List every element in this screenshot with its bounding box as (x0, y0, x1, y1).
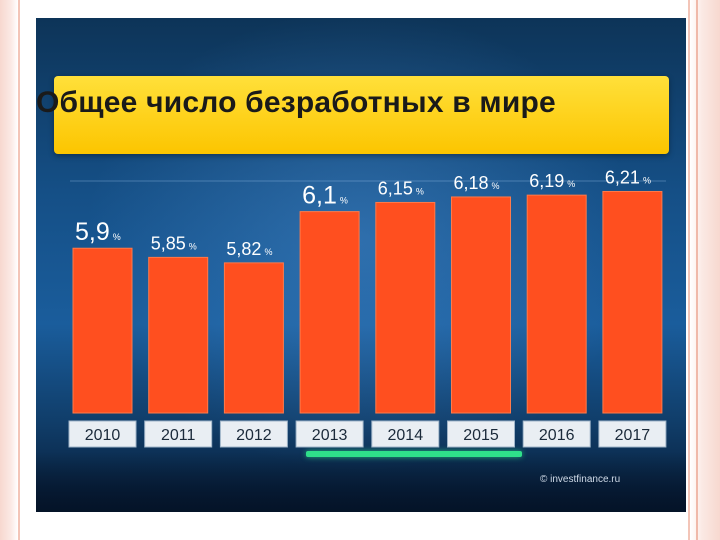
x-tick-box-2010 (68, 420, 137, 448)
data-label: 6,18 (454, 173, 489, 193)
x-tick-label: 2011 (161, 427, 196, 444)
x-tick-box-2014 (371, 420, 440, 448)
bar-2011 (148, 256, 209, 414)
x-tick-label: 2016 (539, 427, 575, 444)
data-label-unit: % (643, 175, 651, 185)
data-label-unit: % (189, 241, 197, 251)
data-label-unit: % (264, 247, 272, 257)
chart-title: Общее число безработных в мире (36, 86, 556, 119)
bar-2014 (375, 201, 436, 414)
bar-2016 (526, 194, 587, 414)
x-tick-label: 2014 (388, 427, 424, 444)
data-label-unit: % (340, 196, 348, 206)
watermark: © investfinance.ru (540, 474, 621, 485)
title-banner (54, 76, 669, 154)
bar-2013 (299, 211, 360, 414)
data-label: 5,82 (226, 239, 261, 259)
data-label-unit: % (567, 179, 575, 189)
x-tick-box-2017 (598, 420, 667, 448)
data-label-unit: % (492, 181, 500, 191)
slide-right-border (688, 0, 720, 540)
slide-left-border (0, 0, 20, 540)
x-tick-label: 2017 (615, 427, 651, 444)
data-label: 6,1 (302, 182, 337, 210)
data-label: 5,85 (151, 233, 186, 253)
bar-2015 (451, 196, 511, 414)
data-label-unit: % (113, 232, 121, 242)
x-tick-label: 2013 (312, 427, 348, 444)
green-accent-bar (306, 451, 522, 457)
data-label: 6,19 (529, 171, 564, 191)
x-tick-box-2013 (295, 420, 364, 448)
x-tick-label: 2010 (85, 427, 121, 444)
data-label-unit: % (416, 186, 424, 196)
bar-2010 (72, 247, 133, 414)
bar-2012 (223, 262, 284, 414)
data-label: 6,21 (605, 167, 640, 187)
studio-floor (36, 452, 686, 512)
x-tick-label: 2012 (236, 427, 272, 444)
x-tick-label: 2015 (463, 427, 499, 444)
x-tick-box-2012 (219, 420, 288, 448)
x-tick-box-2011 (144, 420, 213, 448)
x-tick-box-2015 (447, 420, 515, 448)
data-label: 5,9 (75, 218, 110, 246)
bar-2017 (602, 190, 663, 414)
data-label: 6,15 (378, 178, 413, 198)
x-tick-box-2016 (522, 420, 591, 448)
